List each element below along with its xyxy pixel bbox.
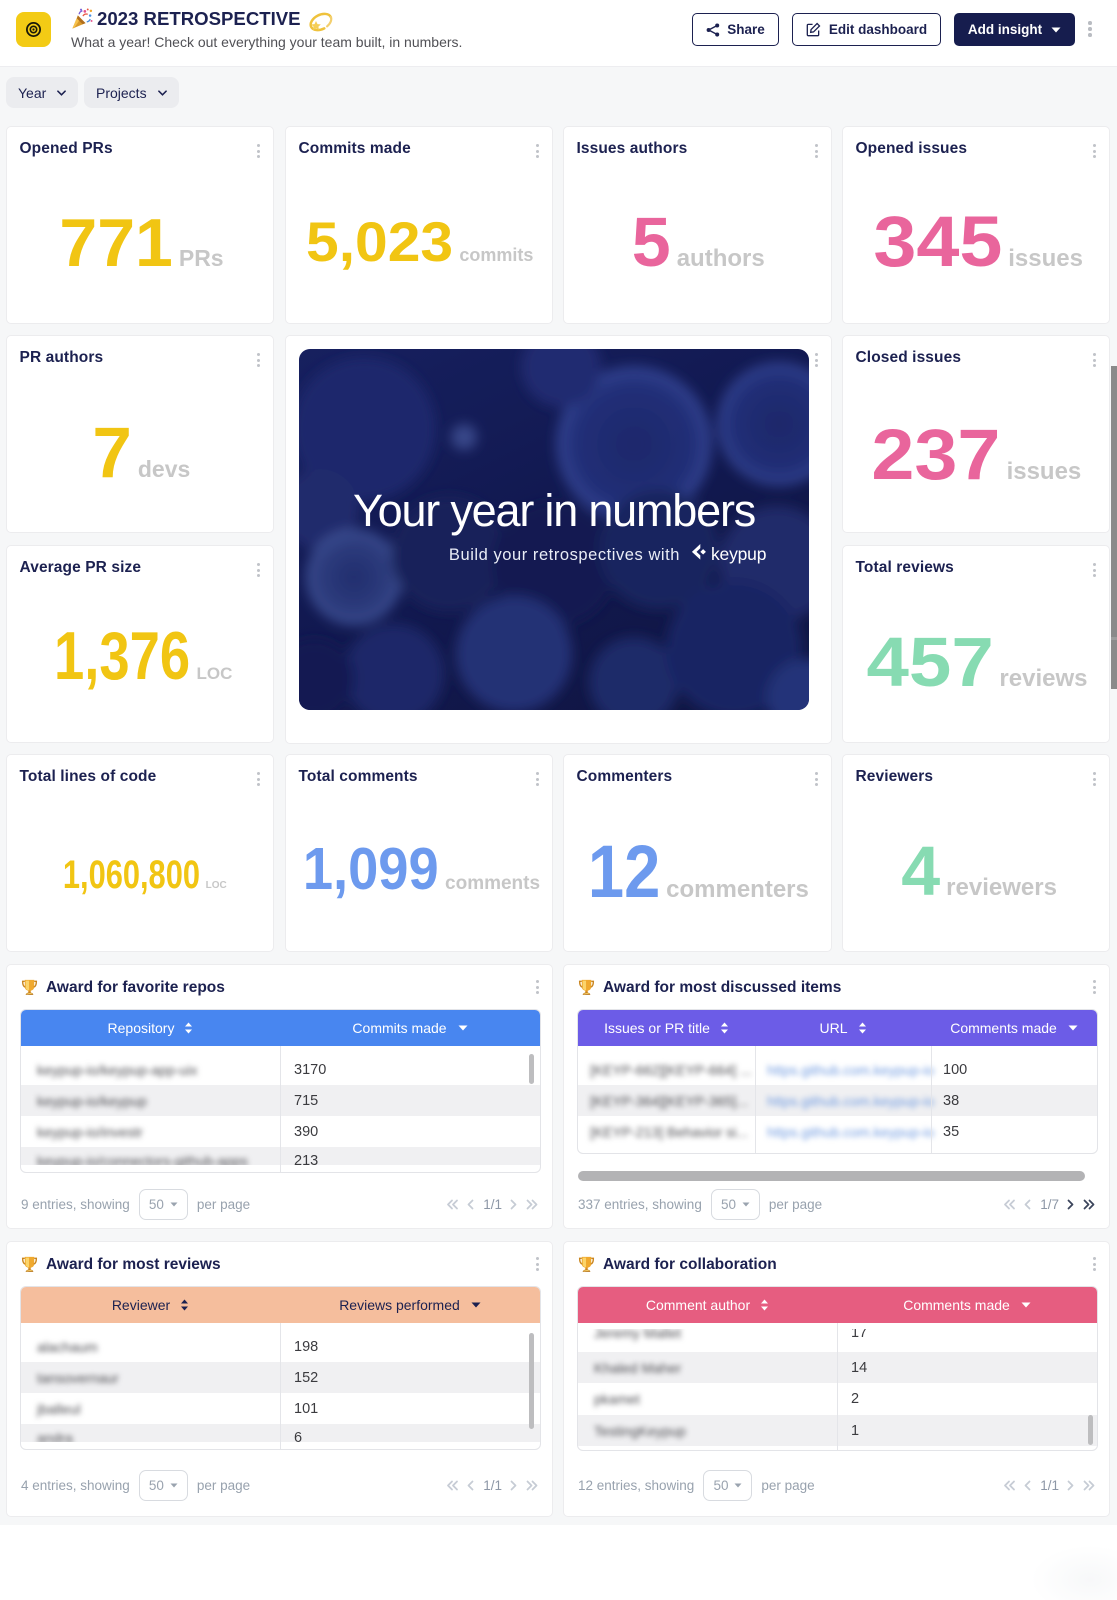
svg-text:keypup: keypup — [711, 544, 766, 564]
svg-text:Your year in numbers: Your year in numbers — [353, 485, 755, 536]
svg-text:Build your retrospectives with: Build your retrospectives with — [449, 546, 680, 564]
